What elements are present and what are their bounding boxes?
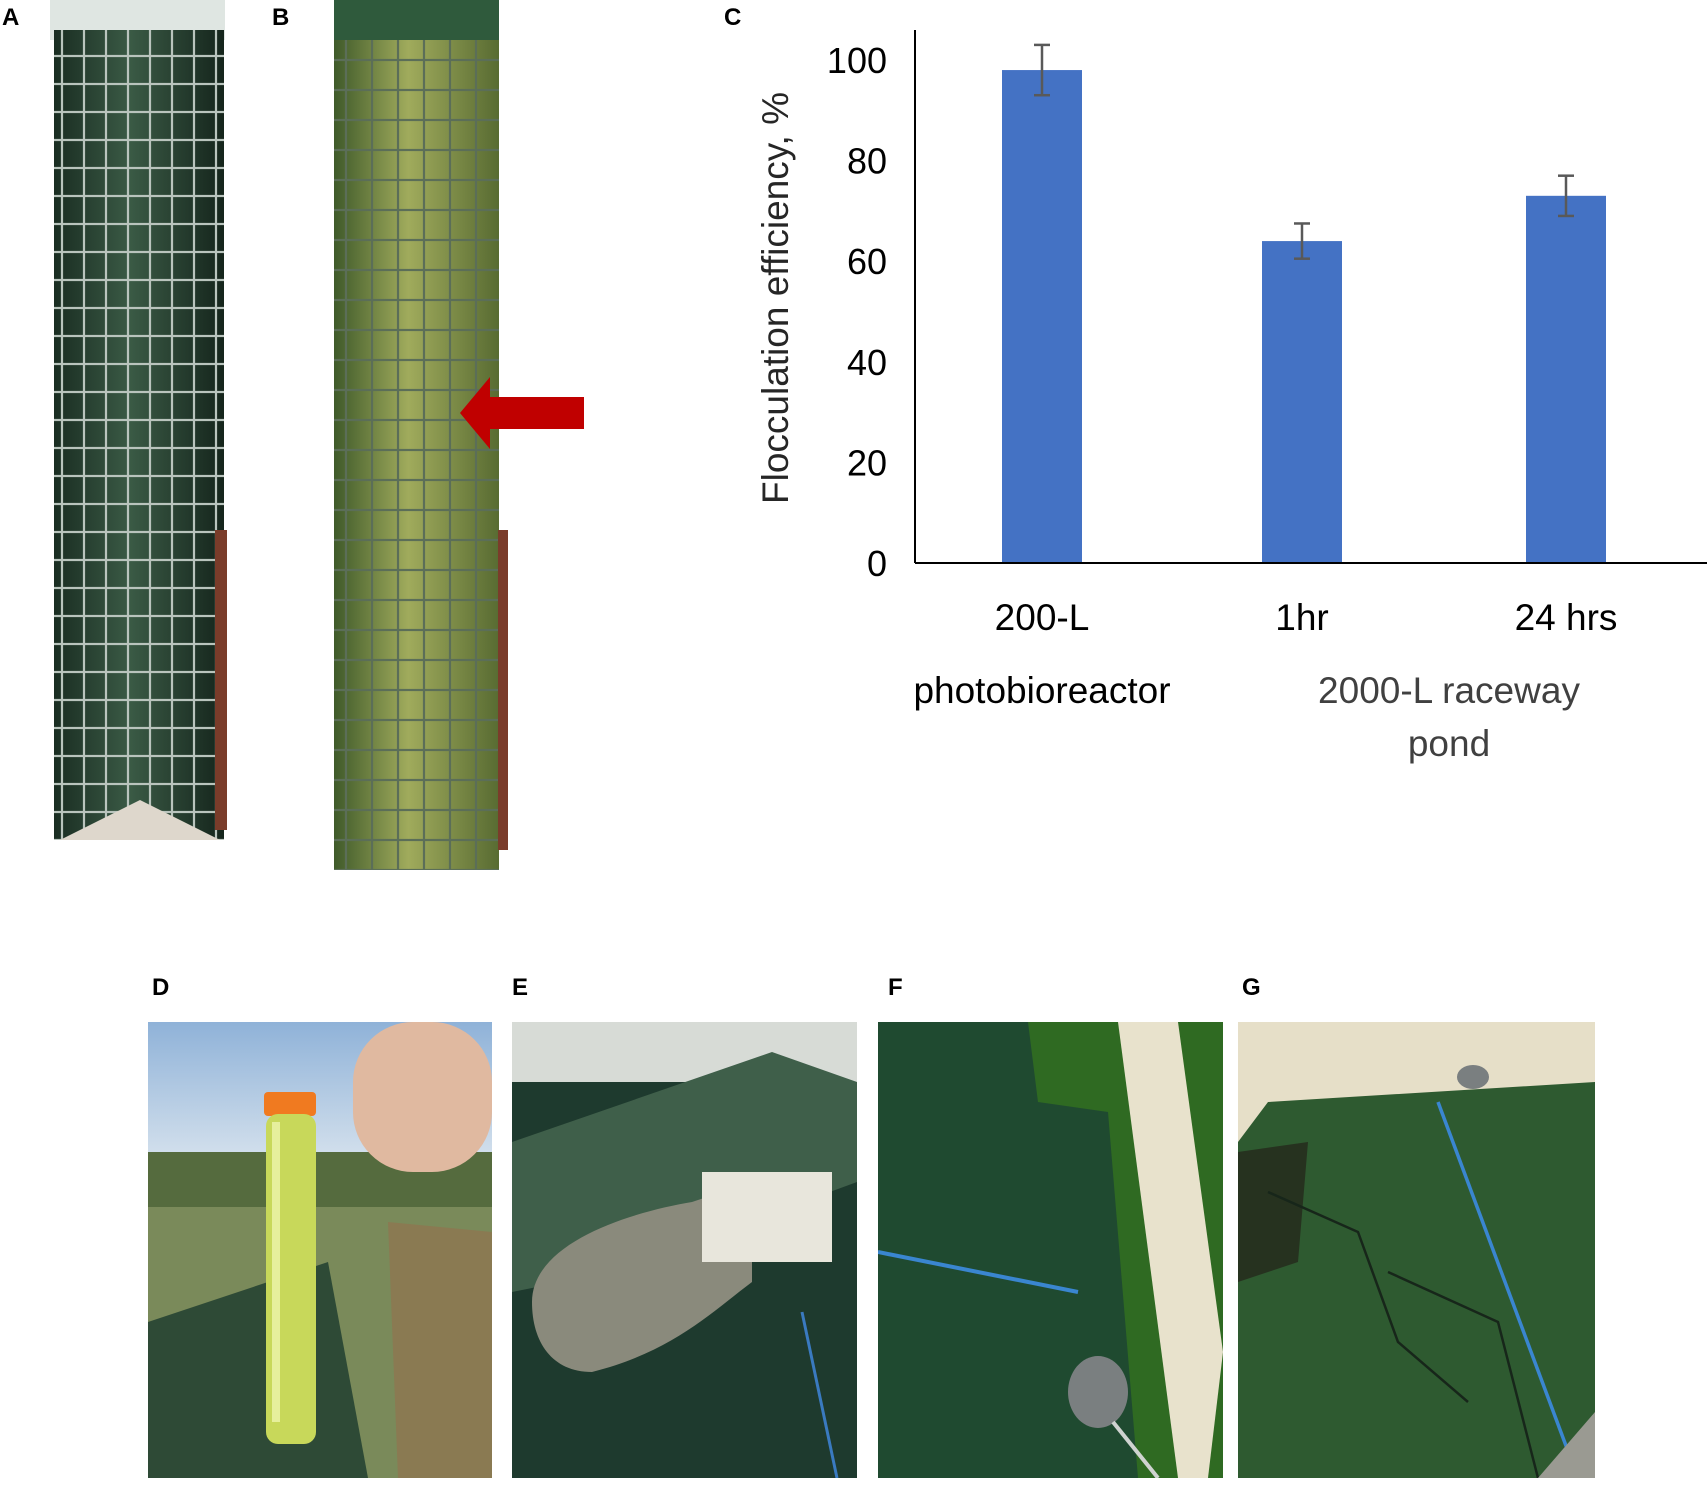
y-tick-label: 20	[847, 442, 887, 483]
photo-pond-corner	[878, 1022, 1223, 1478]
group-label-photobioreactor: photobioreactor	[913, 670, 1170, 711]
y-tick-label: 0	[867, 543, 887, 584]
red-arrow-icon	[460, 377, 584, 449]
error-bar	[1294, 222, 1310, 260]
panel-label-b: B	[272, 4, 290, 31]
error-bar	[1034, 43, 1050, 97]
photo-raceway	[512, 1022, 857, 1478]
y-tick-label: 60	[847, 241, 887, 282]
y-tick-label: 100	[827, 40, 887, 81]
x-tick-label: 200-L	[995, 597, 1090, 638]
bar	[1002, 70, 1082, 563]
panel-label-c: C	[724, 4, 742, 31]
photo-column-light	[320, 0, 590, 880]
error-bar	[1558, 174, 1574, 218]
panel-label-a: A	[2, 4, 20, 31]
panel-label-f: F	[888, 974, 903, 1001]
y-tick-label: 40	[847, 342, 887, 383]
x-tick-label: 24 hrs	[1515, 597, 1618, 638]
bar	[1526, 195, 1606, 563]
photo-tube	[148, 1022, 492, 1478]
panel-label-e: E	[512, 974, 529, 1001]
photo-column-dark	[40, 0, 240, 870]
bar	[1262, 241, 1342, 563]
group-label-raceway: 2000-L raceway	[1318, 670, 1580, 711]
y-axis-label: Flocculation efficiency, %	[755, 92, 796, 504]
panel-label-g: G	[1242, 974, 1261, 1001]
y-tick-label: 80	[847, 141, 887, 182]
x-tick-label: 1hr	[1275, 597, 1328, 638]
panel-label-d: D	[152, 974, 170, 1001]
bar-chart: Flocculation efficiency, % 020406080100 …	[755, 30, 1707, 764]
photo-pond-surface	[1238, 1022, 1595, 1478]
group-label-pond: pond	[1408, 723, 1490, 764]
